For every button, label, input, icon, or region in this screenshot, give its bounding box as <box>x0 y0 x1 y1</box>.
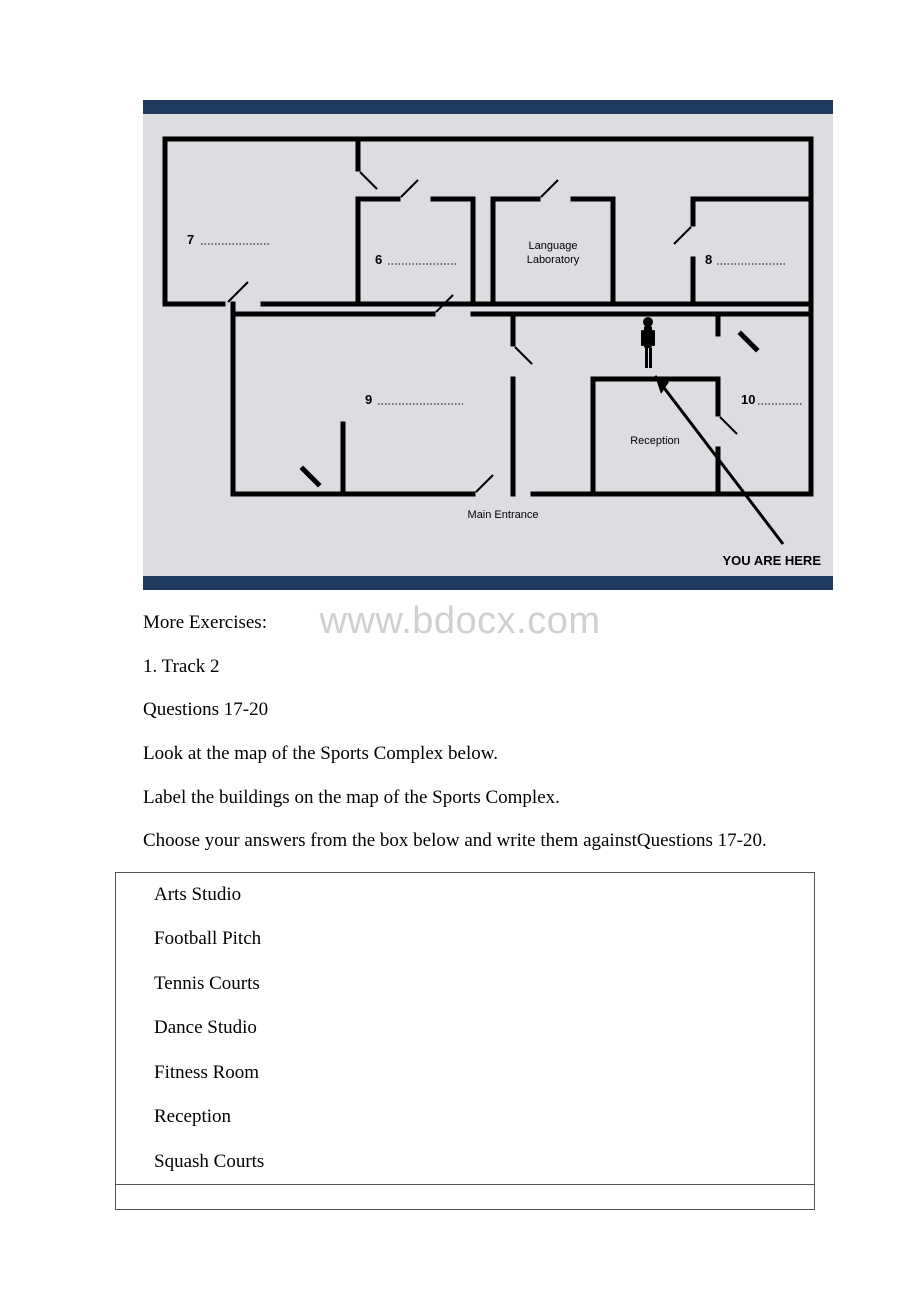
you-are-here-label: YOU ARE HERE <box>723 553 821 568</box>
lang-lab-line2: Laboratory <box>527 254 580 266</box>
lang-lab-line1: Language <box>529 240 578 252</box>
track-line: 1. Track 2 <box>143 654 820 680</box>
answer-options-box: Arts Studio Football Pitch Tennis Courts… <box>115 872 815 1211</box>
instruction-1: Look at the map of the Sports Complex be… <box>143 741 820 767</box>
figure-bottom-bar <box>143 576 833 590</box>
room-7-label: 7 <box>187 232 194 247</box>
document-body: More Exercises: 1. Track 2 Questions 17-… <box>115 610 820 1210</box>
answer-option: Fitness Room <box>116 1051 814 1096</box>
room-9-label: 9 <box>365 392 372 407</box>
answer-option: Squash Courts <box>116 1140 814 1185</box>
answer-option: Dance Studio <box>116 1006 814 1051</box>
answer-option: Arts Studio <box>116 873 814 918</box>
figure-top-bar <box>143 100 833 114</box>
room-8-label: 8 <box>705 252 712 267</box>
answer-option: Football Pitch <box>116 917 814 962</box>
main-entrance-label: Main Entrance <box>468 509 539 521</box>
questions-range: Questions 17-20 <box>143 697 820 723</box>
instruction-2: Label the buildings on the map of the Sp… <box>143 785 820 811</box>
answer-option: Reception <box>116 1095 814 1140</box>
instruction-3b: Questions 17-20. <box>637 830 767 851</box>
reception-label: Reception <box>630 435 680 447</box>
room-6-label: 6 <box>375 252 382 267</box>
instruction-3: Choose your answers from the box below a… <box>143 828 820 854</box>
answer-option: Tennis Courts <box>116 962 814 1007</box>
more-exercises-heading: More Exercises: <box>143 610 820 636</box>
floorplan-svg: 7 6 Language Laboratory 8 9 Reception 10… <box>143 114 833 576</box>
answer-box-footer-gap <box>116 1184 814 1210</box>
room-10-label: 10 <box>741 392 755 407</box>
floorplan-figure: 7 6 Language Laboratory 8 9 Reception 10… <box>143 100 833 590</box>
instruction-3a: Choose your answers from the box below a… <box>143 830 637 851</box>
